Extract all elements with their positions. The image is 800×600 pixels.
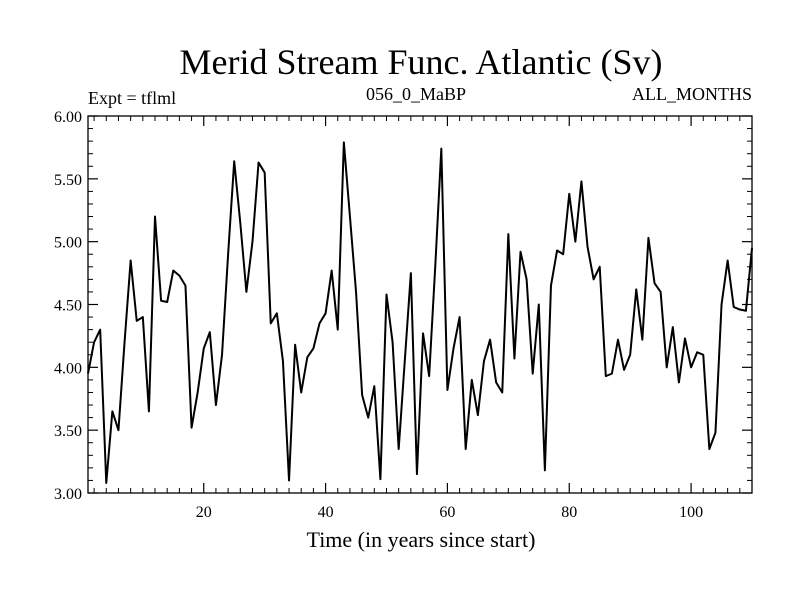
plot-frame (87, 115, 753, 494)
y-tick-label: 6.00 (54, 109, 82, 126)
experiment-label: Expt = tflml (88, 88, 176, 108)
chart-title: Merid Stream Func. Atlantic (Sv) (180, 42, 663, 82)
x-tick-label: 20 (196, 504, 212, 521)
y-tick-label: 5.00 (54, 235, 82, 252)
x-tick-label: 60 (439, 504, 455, 521)
y-tick-label: 3.00 (54, 486, 82, 503)
x-axis-label: Time (in years since start) (307, 527, 536, 552)
x-tick-label: 100 (679, 504, 703, 521)
x-tick-label: 80 (561, 504, 577, 521)
x-tick-label: 40 (318, 504, 334, 521)
y-axis: 3.00 3.50 4.00 4.50 5.00 5.50 6.00 (54, 109, 752, 503)
x-axis: 20 40 60 80 100 (93, 116, 753, 521)
y-tick-label: 5.50 (54, 172, 82, 189)
run-id-label: 056_0_MaBP (366, 84, 466, 104)
y-tick-label: 3.50 (54, 423, 82, 440)
y-tick-label: 4.50 (54, 298, 82, 315)
y-tick-label: 4.00 (54, 360, 82, 377)
series-line (87, 141, 753, 484)
months-label: ALL_MONTHS (632, 84, 752, 104)
